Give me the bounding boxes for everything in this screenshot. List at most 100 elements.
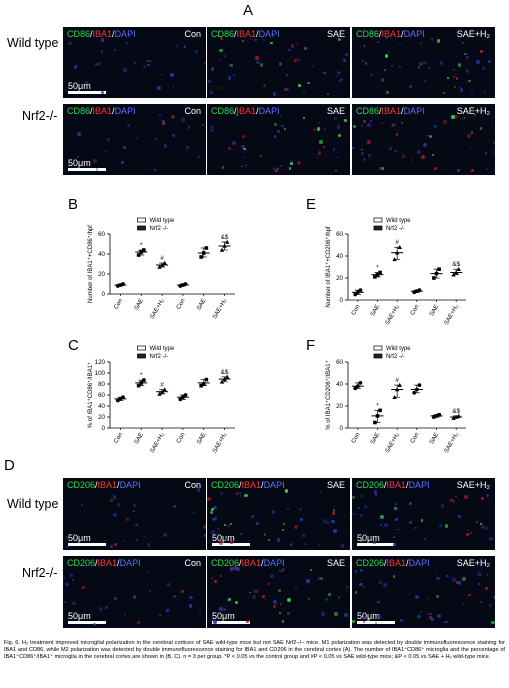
fluorescence-speck [342, 58, 346, 62]
fluorescence-speck [80, 504, 84, 507]
fluorescence-speck [256, 60, 260, 65]
micrograph-a-ko-saeh2: CD86/IBA1/DAPI SAE+H₂ [352, 104, 495, 175]
data-point [432, 415, 436, 419]
data-point [201, 251, 206, 255]
fluorescence-speck [64, 600, 67, 603]
fluorescence-speck [154, 168, 157, 172]
condition-label: SAE [326, 106, 345, 116]
fluorescence-speck [146, 543, 151, 548]
fluorescence-speck [307, 81, 311, 85]
fluorescence-speck [373, 541, 376, 544]
fluorescence-speck [444, 524, 449, 528]
data-point [432, 276, 436, 280]
fluorescence-speck [97, 62, 101, 65]
fluorescence-speck [455, 580, 460, 585]
fluorescence-speck [489, 536, 494, 541]
y-tick-label: 120 [95, 359, 106, 366]
fluorescence-speck [68, 41, 72, 46]
fluorescence-speck [232, 140, 237, 145]
chart-c: 0 20 40 60 80 100 120% of IBA1⁺CD86⁺/IBA1⁺ Con S… [87, 345, 235, 454]
fluorescence-speck [363, 616, 367, 620]
fluorescence-speck [316, 127, 321, 131]
fluorescence-speck [72, 601, 76, 606]
fluorescence-speck [437, 614, 441, 619]
fluorescence-speck [269, 574, 274, 578]
fluorescence-speck [440, 504, 445, 509]
fluorescence-speck [352, 513, 356, 516]
fluorescence-speck [254, 38, 257, 41]
fluorescence-speck [116, 517, 119, 520]
fluorescence-speck [65, 583, 69, 587]
fluorescence-speck [76, 131, 81, 136]
fluorescence-speck [452, 76, 455, 78]
fluorescence-speck [158, 614, 161, 617]
fluorescence-speck [284, 88, 287, 91]
fluorescence-speck [464, 52, 467, 55]
data-point [222, 243, 227, 248]
fluorescence-speck [219, 575, 222, 578]
fluorescence-speck [181, 590, 184, 593]
fluorescence-speck [163, 144, 168, 148]
x-tick-label: SAE+H₂ [150, 297, 167, 320]
fluorescence-speck [262, 594, 266, 598]
fluorescence-speck [470, 168, 474, 173]
fluorescence-speck [430, 37, 434, 41]
fluorescence-speck [429, 612, 432, 615]
fluorescence-speck [360, 568, 364, 572]
fluorescence-speck [392, 575, 396, 578]
fluorescence-speck [415, 595, 419, 599]
fluorescence-speck [100, 38, 105, 42]
condition-label: SAE+H₂ [456, 29, 490, 39]
legend-label: Nrf2 -/- [386, 354, 405, 360]
data-point [222, 376, 227, 381]
condition-label: Con [184, 106, 201, 116]
scale-bar-label: 50μm [68, 158, 91, 168]
data-point [412, 390, 417, 395]
condition-label: SAE [326, 480, 345, 490]
fluorescence-speck [300, 518, 304, 522]
fluorescence-speck [491, 620, 495, 625]
fluorescence-speck [462, 603, 465, 605]
condition-label: Con [184, 558, 201, 568]
fluorescence-speck [322, 518, 327, 523]
significance-mark: &$ [221, 234, 229, 241]
data-point [142, 248, 146, 252]
fluorescence-speck [132, 40, 135, 43]
fluorescence-speck [452, 68, 455, 71]
fluorescence-speck [469, 532, 472, 535]
fluorescence-speck [465, 69, 470, 73]
data-point [355, 384, 360, 389]
fluorescence-speck [124, 613, 127, 616]
fluorescence-speck [82, 585, 86, 589]
fluorescence-speck [242, 135, 246, 138]
fluorescence-speck [454, 114, 458, 119]
condition-label: SAE+H₂ [456, 558, 490, 568]
fluorescence-speck [262, 38, 266, 42]
fluorescence-speck [229, 522, 232, 525]
y-tick-label: 20 [98, 271, 105, 278]
fluorescence-speck [213, 505, 217, 510]
x-tick-label: SAE [429, 304, 440, 317]
fluorescence-speck [207, 497, 211, 501]
x-tick-label: SAE+H₂ [212, 431, 229, 454]
data-point [355, 290, 360, 295]
data-point [456, 413, 461, 418]
fluorescence-speck [394, 150, 397, 153]
fluorescence-speck [395, 503, 397, 505]
fluorescence-speck [483, 90, 487, 93]
fluorescence-speck [224, 618, 227, 622]
significance-mark: # [160, 382, 164, 389]
fluorescence-speck [154, 138, 157, 141]
fluorescence-speck [286, 88, 290, 92]
fluorescence-speck [370, 120, 373, 122]
fluorescence-speck [242, 156, 244, 159]
fluorescence-speck [332, 511, 335, 515]
fluorescence-speck [270, 41, 273, 45]
fluorescence-speck [340, 543, 345, 548]
panel-label-c: C [68, 337, 79, 354]
fluorescence-speck [484, 586, 488, 590]
fluorescence-speck [295, 586, 298, 588]
fluorescence-speck [202, 124, 204, 126]
fluorescence-speck [431, 618, 434, 622]
fluorescence-speck [282, 522, 285, 525]
